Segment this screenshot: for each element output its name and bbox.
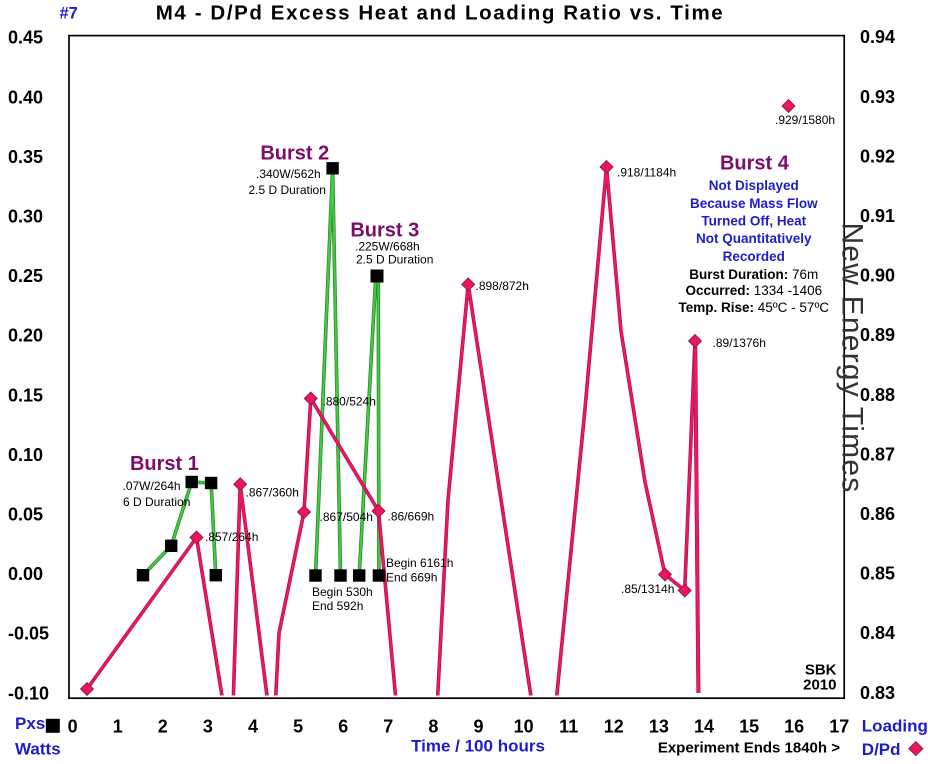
svg-text:.89/1376h: .89/1376h xyxy=(713,336,766,350)
svg-text:9: 9 xyxy=(473,717,483,737)
svg-text:Time / 100 hours: Time / 100 hours xyxy=(411,737,545,756)
svg-text:.340W/562h: .340W/562h xyxy=(256,167,321,181)
svg-text:.85/1314h: .85/1314h xyxy=(621,582,674,596)
svg-text:Begin 6161h: Begin 6161h xyxy=(386,556,453,570)
svg-text:14: 14 xyxy=(694,717,714,737)
svg-text:0.86: 0.86 xyxy=(860,504,895,524)
svg-text:6: 6 xyxy=(338,717,348,737)
svg-text:.880/524h: .880/524h xyxy=(323,395,376,409)
svg-text:0.05: 0.05 xyxy=(8,505,43,525)
svg-text:M4 - D/Pd Excess Heat and Load: M4 - D/Pd Excess Heat and Loading Ratio … xyxy=(156,2,725,25)
svg-text:4: 4 xyxy=(248,717,258,737)
svg-text:2.5 D Duration: 2.5 D Duration xyxy=(356,253,433,267)
svg-text:.07W/264h: .07W/264h xyxy=(123,479,181,493)
svg-text:0.30: 0.30 xyxy=(8,207,43,227)
svg-text:.918/1184h: .918/1184h xyxy=(617,166,676,180)
svg-text:Experiment Ends 1840h >: Experiment Ends 1840h > xyxy=(658,740,840,757)
svg-text:.867/360h: .867/360h xyxy=(246,486,299,500)
svg-text:Temp. Rise: 45ºC - 57ºC: Temp. Rise: 45ºC - 57ºC xyxy=(678,300,829,315)
svg-text:0.83: 0.83 xyxy=(860,683,895,703)
svg-text:Burst 2: Burst 2 xyxy=(260,143,329,165)
svg-text:0.10: 0.10 xyxy=(8,445,43,465)
svg-text:0.00: 0.00 xyxy=(8,564,43,584)
svg-text:Burst 3: Burst 3 xyxy=(350,220,419,242)
svg-text:0.84: 0.84 xyxy=(860,623,895,643)
svg-text:0.20: 0.20 xyxy=(8,326,43,346)
svg-text:15: 15 xyxy=(739,717,759,737)
svg-text:0.45: 0.45 xyxy=(8,28,43,48)
svg-text:.86/669h: .86/669h xyxy=(388,510,435,524)
svg-text:Burst 4: Burst 4 xyxy=(720,153,790,175)
svg-text:0.87: 0.87 xyxy=(860,444,895,464)
svg-text:0.91: 0.91 xyxy=(860,206,895,226)
svg-text:1: 1 xyxy=(113,717,123,737)
svg-text:0.25: 0.25 xyxy=(8,266,43,286)
svg-text:-0.10: -0.10 xyxy=(8,683,49,703)
svg-text:D/Pd: D/Pd xyxy=(862,740,901,759)
svg-text:.867/504h: .867/504h xyxy=(320,510,373,524)
svg-text:16: 16 xyxy=(784,717,804,737)
svg-text:End 669h: End 669h xyxy=(386,571,437,585)
svg-text:Turned Off, Heat: Turned Off, Heat xyxy=(701,214,806,229)
svg-text:End 592h: End 592h xyxy=(312,599,363,613)
svg-text:#7: #7 xyxy=(60,5,78,23)
svg-text:5: 5 xyxy=(293,717,303,737)
svg-text:Because Mass Flow: Because Mass Flow xyxy=(690,196,818,211)
svg-text:0.40: 0.40 xyxy=(8,87,43,107)
svg-text:New Energy Times: New Energy Times xyxy=(836,223,869,494)
svg-text:Loading: Loading xyxy=(862,717,928,736)
svg-text:0.88: 0.88 xyxy=(860,385,895,405)
svg-text:Pxs: Pxs xyxy=(15,714,45,733)
svg-text:Watts: Watts xyxy=(15,739,61,758)
svg-text:0.85: 0.85 xyxy=(860,564,895,584)
svg-text:0.89: 0.89 xyxy=(860,325,895,345)
svg-text:17: 17 xyxy=(829,717,849,737)
svg-text:0.94: 0.94 xyxy=(860,27,895,47)
svg-text:6 D Duration: 6 D Duration xyxy=(123,495,190,509)
svg-text:Occurred: 1334 -1406: Occurred: 1334 -1406 xyxy=(686,283,823,298)
svg-text:Burst Duration: 76m: Burst Duration: 76m xyxy=(689,267,818,282)
svg-text:8: 8 xyxy=(428,717,438,737)
svg-text:11: 11 xyxy=(559,717,578,737)
svg-text:.857/264h: .857/264h xyxy=(205,530,258,544)
svg-text:13: 13 xyxy=(649,717,669,737)
svg-text:0.90: 0.90 xyxy=(860,266,895,286)
svg-text:.898/872h: .898/872h xyxy=(476,279,529,293)
svg-text:0: 0 xyxy=(68,717,78,737)
svg-text:Not Displayed: Not Displayed xyxy=(709,178,799,193)
svg-text:2: 2 xyxy=(158,717,168,737)
svg-text:Not Quantitatively: Not Quantitatively xyxy=(696,231,812,246)
svg-text:SBK: SBK xyxy=(805,662,837,679)
svg-text:2.5 D Duration: 2.5 D Duration xyxy=(249,183,326,197)
svg-text:.225W/668h: .225W/668h xyxy=(355,240,420,254)
svg-text:Begin 530h: Begin 530h xyxy=(312,585,373,599)
svg-text:10: 10 xyxy=(514,717,534,737)
svg-text:2010: 2010 xyxy=(803,677,836,694)
svg-text:3: 3 xyxy=(203,717,213,737)
svg-text:0.93: 0.93 xyxy=(860,87,895,107)
svg-text:12: 12 xyxy=(604,717,624,737)
svg-text:Recorded: Recorded xyxy=(723,249,785,264)
svg-text:0.15: 0.15 xyxy=(8,385,43,405)
svg-text:7: 7 xyxy=(383,717,393,737)
svg-text:0.92: 0.92 xyxy=(860,146,895,166)
svg-text:.929/1580h: .929/1580h xyxy=(775,113,835,127)
svg-text:0.35: 0.35 xyxy=(8,147,43,167)
svg-text:Burst 1: Burst 1 xyxy=(130,453,199,475)
svg-text:-0.05: -0.05 xyxy=(8,624,49,644)
